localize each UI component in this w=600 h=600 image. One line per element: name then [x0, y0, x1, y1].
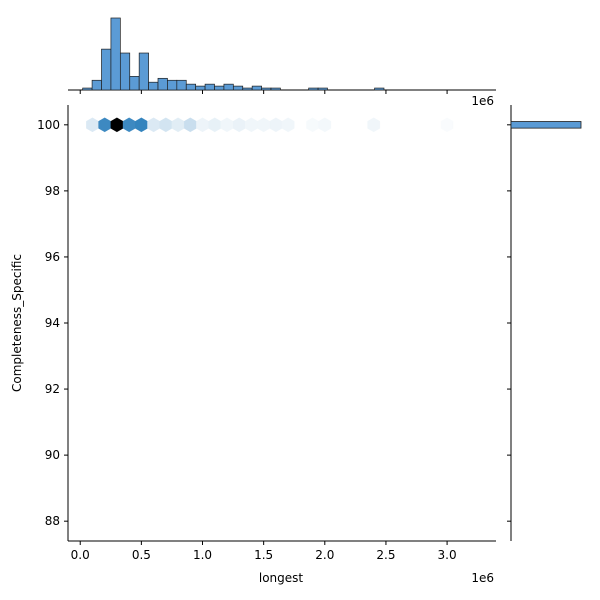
hexbin-cell: [208, 117, 222, 133]
y-tick-label: 94: [45, 316, 60, 330]
top-hist-bar: [167, 79, 178, 91]
top-hist-bar: [91, 79, 102, 91]
x-tick-label: 3.0: [438, 548, 457, 562]
top-hist-bar: [148, 81, 159, 91]
top-hist-bar: [110, 17, 121, 91]
x-tick-label: 2.5: [376, 548, 395, 562]
right-hist-bar: [510, 121, 582, 129]
top-hist-bar: [176, 79, 187, 91]
hexbin-cell: [135, 117, 148, 133]
y-tick-label: 90: [45, 448, 60, 462]
top-hist-bar: [119, 52, 131, 91]
x-tick-label: 2.0: [315, 548, 334, 562]
top-hist-bar: [129, 76, 140, 91]
top-marginal-histogram: [68, 17, 496, 94]
hexbin-cell: [196, 117, 209, 133]
y-axis-label: Completeness_Specific: [10, 254, 24, 392]
top-hist-bar: [374, 87, 385, 91]
top-hist-bar: [195, 85, 206, 91]
hexbin-cell: [281, 117, 295, 133]
top-hist-bar: [204, 83, 215, 91]
top-hist-bar: [270, 87, 281, 91]
hexbin-cell: [220, 117, 234, 133]
hexbin-cell: [122, 117, 136, 133]
hexbin-cell: [318, 117, 332, 133]
x-tick-label: 0.5: [132, 548, 151, 562]
hexbin-cell: [232, 117, 246, 133]
hexbin-cell: [367, 117, 381, 133]
hexbin-cell: [147, 117, 160, 133]
hexbin-cell: [159, 117, 173, 133]
top-hist-bar: [138, 52, 149, 91]
y-tick-label: 96: [45, 250, 60, 264]
top-hist-bar: [232, 85, 244, 91]
x-tick-label: 1.5: [254, 548, 273, 562]
x-axis-offset-label: 1e6: [471, 571, 494, 585]
hexbin-cell: [440, 117, 454, 133]
top-hist-offset-label: 1e6: [471, 94, 494, 108]
top-hist-bar: [82, 87, 93, 91]
top-hist-bar: [261, 87, 272, 91]
hexbin-cell: [171, 117, 185, 133]
hexbin-layer: [86, 117, 454, 133]
top-hist-bar: [157, 77, 168, 91]
y-tick-label: 98: [45, 184, 60, 198]
top-hist-bar: [214, 85, 225, 91]
y-tick-label: 88: [45, 514, 60, 528]
hexbin-cell: [306, 117, 319, 133]
x-tick-label: 0.0: [71, 548, 90, 562]
axes-layer: 0.0 0.5 1.0 1.5 2.0 2.5 3.0 88 90 92 94 96 98 100: [37, 105, 496, 562]
hexbin-cell: [98, 117, 112, 133]
top-hist-bar: [185, 83, 197, 91]
right-marginal-histogram: [507, 105, 582, 541]
hexbin-cell: [110, 117, 124, 133]
top-hist-bar: [101, 48, 112, 91]
y-tick-label: 92: [45, 382, 60, 396]
top-hist-bar: [242, 87, 253, 91]
hexbin-cell: [245, 117, 258, 133]
top-hist-bar: [308, 87, 319, 91]
y-tick-label: 100: [37, 118, 60, 132]
top-hist-bar: [223, 83, 234, 91]
x-tick-label: 1.0: [193, 548, 212, 562]
hexbin-cell: [183, 117, 197, 133]
hexbin-cell: [257, 117, 270, 133]
x-axis-label: longest: [259, 571, 304, 585]
hexbin-cell: [86, 117, 99, 133]
hexbin-cell: [269, 117, 283, 133]
top-hist-bar: [317, 87, 328, 91]
top-hist-bar: [251, 85, 262, 91]
